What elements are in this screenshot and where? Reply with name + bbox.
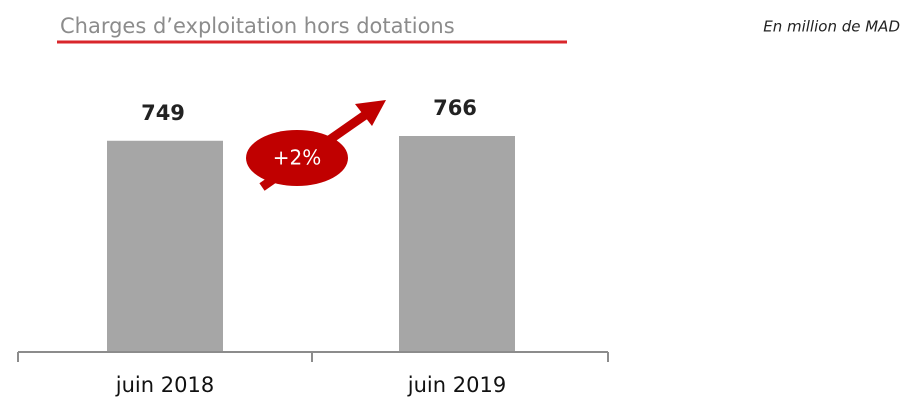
bar [107, 140, 223, 351]
bar [399, 136, 515, 351]
growth-badge [246, 130, 348, 186]
x-axis [17, 351, 609, 362]
chart-subtitle: En million de MAD [763, 18, 900, 36]
arrow-head [355, 100, 386, 126]
data-label: 766 [433, 96, 477, 120]
x-tick-label: juin 2018 [115, 373, 214, 397]
chart-title: Charges d’exploitation hors dotations [60, 14, 455, 38]
data-label: 749 [141, 101, 185, 125]
annotation: +2% [273, 146, 322, 170]
x-tick-label: juin 2019 [407, 373, 506, 397]
